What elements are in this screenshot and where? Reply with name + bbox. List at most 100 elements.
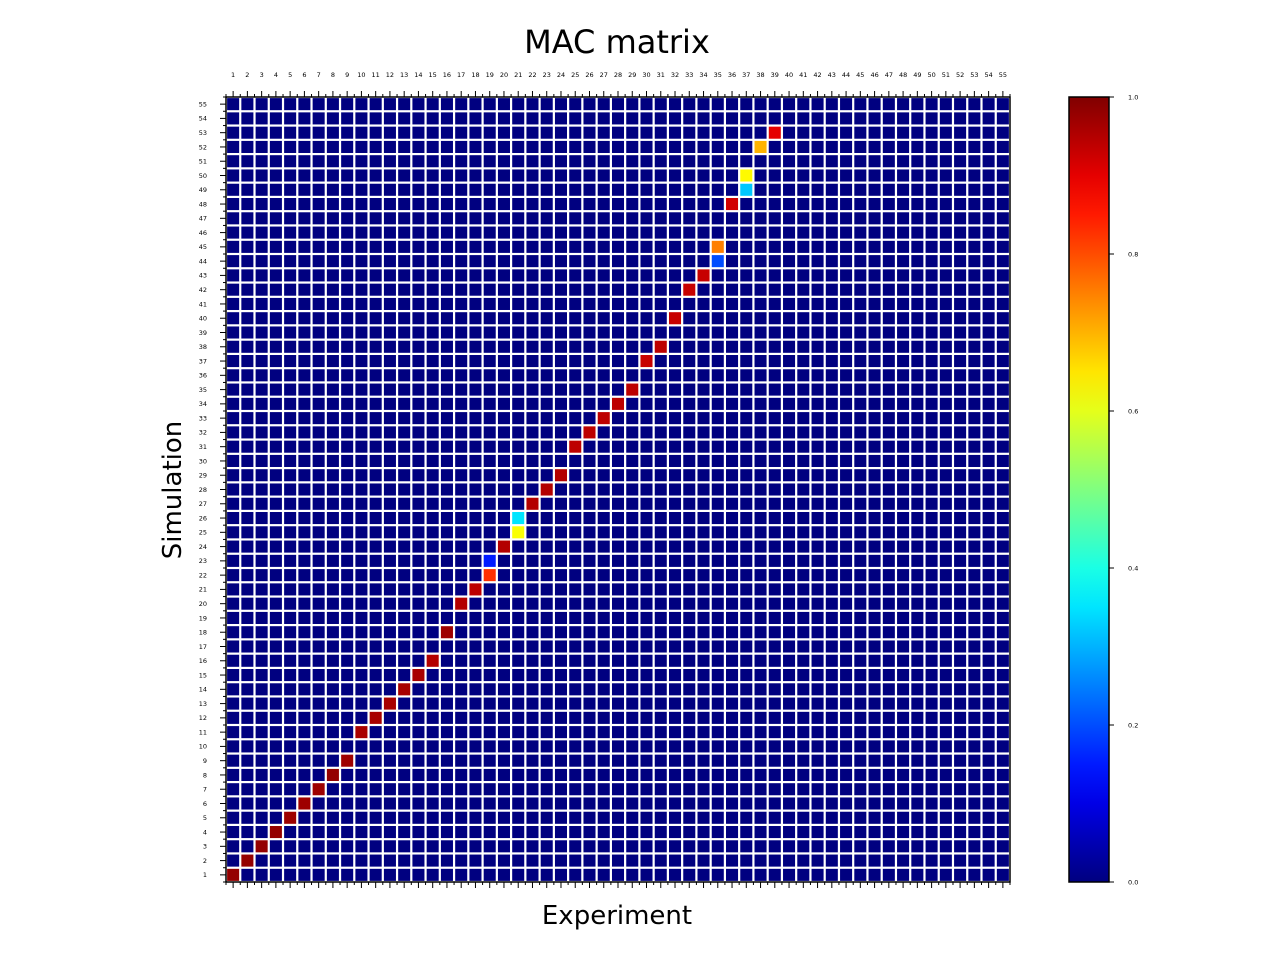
heatmap-cell bbox=[811, 626, 824, 639]
heatmap-cell bbox=[982, 754, 995, 767]
heatmap-cell bbox=[982, 369, 995, 382]
heatmap-cell bbox=[840, 426, 853, 439]
heatmap-cell bbox=[284, 383, 297, 396]
heatmap-cell bbox=[369, 255, 382, 268]
heatmap-cell bbox=[797, 840, 810, 853]
heatmap-cell bbox=[483, 397, 496, 410]
heatmap-cell bbox=[512, 754, 525, 767]
heatmap-cell bbox=[497, 497, 510, 510]
heatmap-cell bbox=[611, 512, 625, 525]
heatmap-cell bbox=[668, 326, 682, 339]
heatmap-cell bbox=[412, 611, 425, 624]
heatmap-cell bbox=[968, 426, 981, 439]
heatmap-cell bbox=[440, 283, 453, 296]
heatmap-cell bbox=[626, 255, 639, 268]
heatmap-cell bbox=[540, 512, 553, 525]
x-axis-label: Experiment bbox=[542, 901, 692, 931]
heatmap-cell bbox=[269, 854, 282, 867]
heatmap-cell bbox=[626, 697, 639, 710]
heatmap-cell bbox=[597, 140, 610, 153]
heatmap-cell bbox=[982, 854, 995, 867]
heatmap-cell bbox=[740, 654, 753, 667]
heatmap-cell bbox=[697, 740, 710, 753]
heatmap-cell bbox=[298, 711, 311, 724]
heatmap-cell bbox=[497, 583, 510, 596]
heatmap-cell bbox=[683, 412, 696, 425]
heatmap-cell bbox=[654, 169, 667, 182]
heatmap-cell bbox=[597, 169, 610, 182]
heatmap-cell bbox=[939, 98, 952, 111]
heatmap-cell bbox=[654, 483, 667, 496]
heatmap-cell bbox=[968, 868, 981, 881]
heatmap-cell bbox=[526, 326, 539, 339]
heatmap-cell bbox=[726, 754, 739, 767]
heatmap-cell bbox=[569, 397, 582, 410]
heatmap-cell bbox=[683, 98, 696, 111]
heatmap-cell bbox=[797, 397, 810, 410]
heatmap-cell bbox=[840, 640, 853, 653]
heatmap-cell bbox=[269, 768, 282, 781]
heatmap-cell bbox=[768, 711, 781, 724]
heatmap-cell bbox=[897, 854, 910, 867]
heatmap-cell bbox=[939, 469, 952, 482]
heatmap-cell bbox=[398, 611, 411, 624]
heatmap-plot-area bbox=[225, 96, 1011, 883]
heatmap-cell bbox=[483, 754, 496, 767]
heatmap-cell bbox=[954, 768, 967, 781]
heatmap-cell bbox=[455, 526, 468, 539]
heatmap-cell bbox=[269, 255, 282, 268]
heatmap-cell bbox=[255, 426, 268, 439]
heatmap-cell bbox=[483, 312, 496, 325]
heatmap-cell bbox=[312, 426, 325, 439]
heatmap-cell bbox=[683, 669, 696, 682]
heatmap-cell bbox=[897, 369, 910, 382]
heatmap-cell bbox=[868, 140, 881, 153]
heatmap-cell bbox=[298, 297, 311, 310]
heatmap-cell bbox=[783, 811, 796, 824]
heatmap-cell bbox=[355, 440, 368, 453]
heatmap-cell bbox=[554, 768, 567, 781]
heatmap-cell bbox=[569, 711, 582, 724]
heatmap-cell bbox=[540, 640, 553, 653]
heatmap-cell bbox=[469, 454, 482, 467]
heatmap-cell bbox=[526, 412, 539, 425]
heatmap-cell bbox=[854, 569, 867, 582]
heatmap-cell bbox=[298, 740, 311, 753]
heatmap-cell bbox=[954, 169, 967, 182]
heatmap-cell bbox=[982, 840, 995, 853]
heatmap-cell bbox=[426, 240, 439, 253]
heatmap-cell bbox=[383, 654, 396, 667]
heatmap-cell bbox=[312, 654, 325, 667]
heatmap-cell bbox=[455, 868, 468, 881]
heatmap-cell bbox=[455, 826, 468, 839]
heatmap-cell bbox=[497, 355, 510, 368]
heatmap-cell bbox=[526, 669, 539, 682]
heatmap-cell bbox=[583, 169, 596, 182]
heatmap-cell bbox=[797, 569, 810, 582]
heatmap-cell bbox=[754, 554, 767, 567]
heatmap-cell bbox=[911, 726, 924, 739]
heatmap-cell bbox=[754, 383, 767, 396]
heatmap-cell bbox=[897, 640, 910, 653]
heatmap-cell bbox=[925, 611, 938, 624]
heatmap-cell bbox=[611, 283, 625, 296]
heatmap-cell bbox=[326, 112, 339, 125]
heatmap-cell bbox=[497, 98, 510, 111]
heatmap-cell bbox=[897, 654, 910, 667]
y-tick-label: 53 bbox=[199, 129, 207, 137]
heatmap-cell bbox=[611, 483, 625, 496]
heatmap-cell bbox=[341, 783, 354, 796]
heatmap-cell bbox=[398, 654, 411, 667]
heatmap-cell bbox=[668, 640, 682, 653]
heatmap-cell bbox=[412, 297, 425, 310]
heatmap-cell bbox=[640, 297, 653, 310]
heatmap-cell bbox=[569, 255, 582, 268]
heatmap-cell bbox=[626, 198, 639, 211]
heatmap-cell bbox=[412, 383, 425, 396]
heatmap-cell bbox=[597, 426, 610, 439]
heatmap-cell bbox=[840, 297, 853, 310]
heatmap-cell bbox=[711, 183, 724, 196]
heatmap-cell bbox=[840, 868, 853, 881]
heatmap-cell bbox=[668, 198, 682, 211]
heatmap-cell bbox=[512, 383, 525, 396]
